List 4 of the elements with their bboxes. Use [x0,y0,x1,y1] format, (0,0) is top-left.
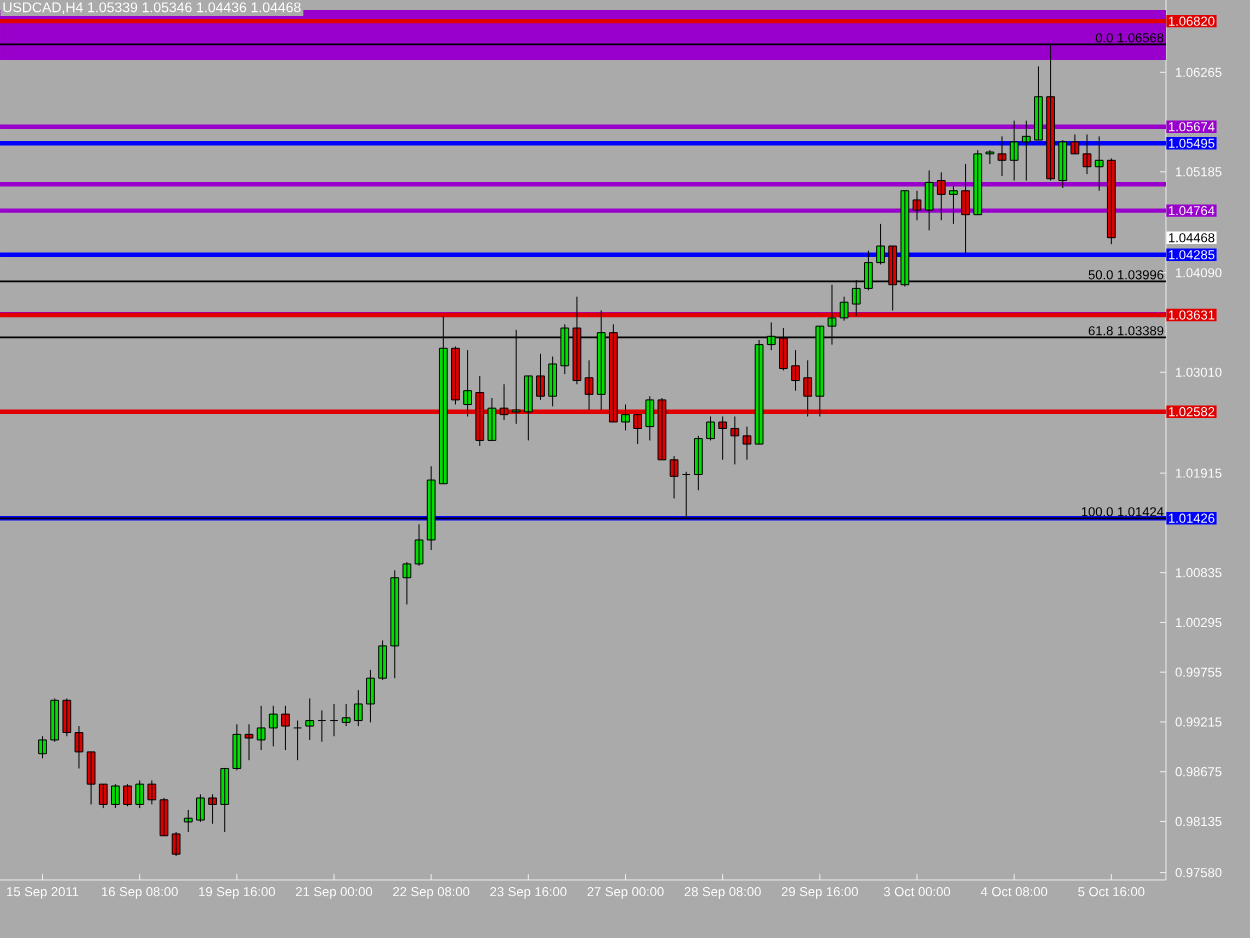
candlestick [293,720,302,761]
candlestick [329,703,339,737]
candlestick [305,697,315,741]
candlestick [317,709,327,743]
